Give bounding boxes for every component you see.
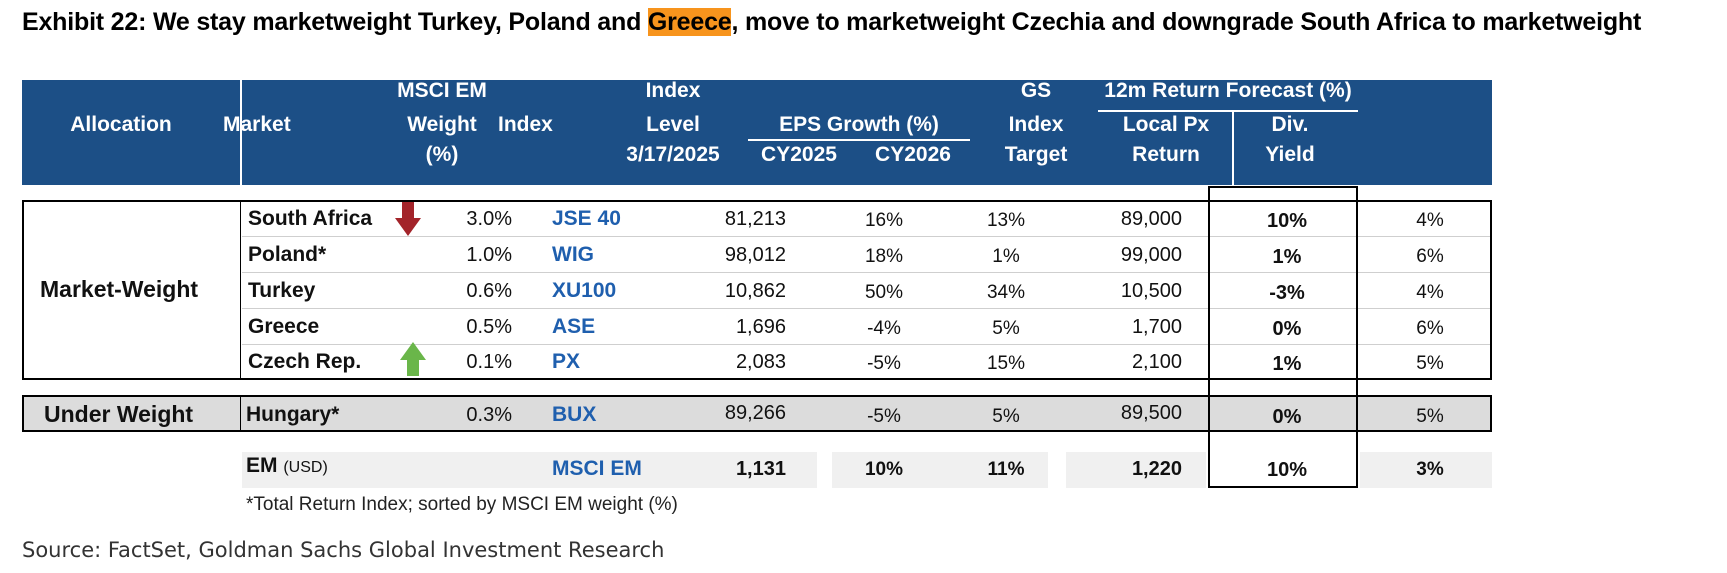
market-em: EM (USD) (246, 454, 328, 477)
market-weight-block (22, 200, 1492, 380)
header-gs-target: Target (1004, 143, 1068, 166)
cy2026-poland: 1% (992, 246, 1020, 267)
header-index-level-1: Index (645, 79, 701, 102)
table-header (22, 80, 1492, 185)
level-south-africa: 81,213 (724, 208, 786, 230)
div-yield-greece: 6% (1416, 318, 1444, 339)
target-em: 1,220 (1131, 458, 1182, 480)
header-local-px: Local Px (1122, 113, 1210, 136)
index-bux: BUX (552, 403, 597, 426)
div-yield-czech-rep: 5% (1416, 353, 1444, 374)
weight-poland: 1.0% (466, 244, 512, 266)
market-south-africa: South Africa (248, 207, 373, 230)
target-south-africa: 89,000 (1120, 208, 1182, 230)
cy2026-greece: 5% (992, 318, 1020, 339)
cy2025-turkey: 50% (864, 282, 904, 303)
market-hungary: Hungary* (246, 403, 340, 426)
header-weight: Weight (407, 113, 477, 136)
header-gs-index: Index (1008, 113, 1064, 136)
header-weight-unit: (%) (425, 143, 459, 166)
px-return-em: 10% (1266, 459, 1308, 481)
target-poland: 99,000 (1120, 244, 1182, 266)
weight-south-africa: 3.0% (466, 208, 512, 230)
header-index: Index (498, 113, 553, 136)
div-yield-turkey: 4% (1416, 282, 1444, 303)
header-index-level-2: Level (646, 113, 700, 136)
footnote: *Total Return Index; sorted by MSCI EM w… (246, 494, 678, 515)
level-em: 1,131 (735, 458, 786, 480)
header-allocation: Allocation (70, 113, 172, 136)
weight-turkey: 0.6% (466, 280, 512, 302)
weight-hungary: 0.3% (466, 404, 512, 426)
index-wig: WIG (552, 243, 594, 266)
title-highlight: Greece (647, 8, 732, 36)
market-greece: Greece (248, 315, 320, 338)
cy2025-poland: 18% (864, 246, 904, 267)
px-return-poland: 1% (1272, 246, 1302, 268)
level-turkey: 10,862 (724, 280, 786, 302)
under-weight-block (22, 395, 1492, 432)
header-div: Div. (1271, 113, 1309, 136)
arrow-down-icon (395, 202, 421, 236)
index-xu100: XU100 (552, 279, 617, 302)
weight-greece: 0.5% (466, 316, 512, 338)
cy2025-em: 10% (864, 459, 904, 480)
level-poland: 98,012 (724, 244, 786, 266)
cy2025-south-africa: 16% (864, 210, 904, 231)
index-ase: ASE (552, 315, 596, 338)
exhibit-title: Exhibit 22: We stay marketweight Turkey,… (22, 8, 1642, 36)
cy2025-czech-rep: -5% (867, 353, 901, 374)
group-under-weight: Under Weight (44, 401, 194, 427)
header-index-level-date: 3/17/2025 (626, 143, 720, 166)
cy2025-hungary: -5% (867, 406, 901, 427)
header-cy2026: CY2026 (875, 143, 951, 166)
px-return-czech-rep: 1% (1272, 353, 1302, 375)
px-return-turkey: -3% (1269, 282, 1305, 304)
px-return-highlight-box (1208, 186, 1358, 488)
header-px-return: Return (1132, 143, 1200, 166)
px-return-south-africa: 10% (1266, 210, 1308, 232)
target-hungary: 89,500 (1120, 402, 1182, 424)
market-czech-rep: Czech Rep. (248, 350, 362, 373)
level-greece: 1,696 (735, 316, 786, 338)
level-hungary: 89,266 (724, 402, 786, 424)
div-yield-south-africa: 4% (1416, 210, 1444, 231)
weight-czech-rep: 0.1% (466, 351, 512, 373)
index-px: PX (552, 350, 581, 373)
index-jse-40: JSE 40 (552, 207, 621, 230)
cy2026-hungary: 5% (992, 406, 1020, 427)
cy2026-czech-rep: 15% (986, 353, 1026, 374)
group-market-weight: Market-Weight (40, 276, 199, 302)
div-yield-hungary: 5% (1416, 406, 1444, 427)
arrow-up-icon (400, 342, 426, 376)
index-msci-em: MSCI EM (552, 457, 642, 480)
target-greece: 1,700 (1131, 316, 1182, 338)
target-czech-rep: 2,100 (1131, 351, 1182, 373)
px-return-hungary: 0% (1272, 406, 1302, 428)
header-market: Market (223, 113, 291, 136)
cy2026-turkey: 34% (986, 282, 1026, 303)
cy2026-em: 11% (987, 459, 1025, 480)
header-12m-forecast: 12m Return Forecast (%) (1104, 79, 1352, 102)
cy2026-south-africa: 13% (986, 210, 1026, 231)
target-turkey: 10,500 (1120, 280, 1182, 302)
cy2025-greece: -4% (867, 318, 901, 339)
div-yield-poland: 6% (1416, 246, 1444, 267)
header-gs: GS (1020, 79, 1052, 102)
header-eps-growth: EPS Growth (%) (779, 113, 939, 136)
header-yield: Yield (1265, 143, 1315, 166)
level-czech-rep: 2,083 (735, 351, 786, 373)
div-yield-em: 3% (1416, 459, 1444, 480)
market-turkey: Turkey (248, 279, 316, 302)
market-poland: Poland* (248, 243, 327, 266)
px-return-greece: 0% (1272, 318, 1302, 340)
header-cy2025: CY2025 (761, 143, 837, 166)
source-line: Source: FactSet, Goldman Sachs Global In… (22, 538, 665, 562)
header-msci-em: MSCI EM (397, 79, 487, 102)
